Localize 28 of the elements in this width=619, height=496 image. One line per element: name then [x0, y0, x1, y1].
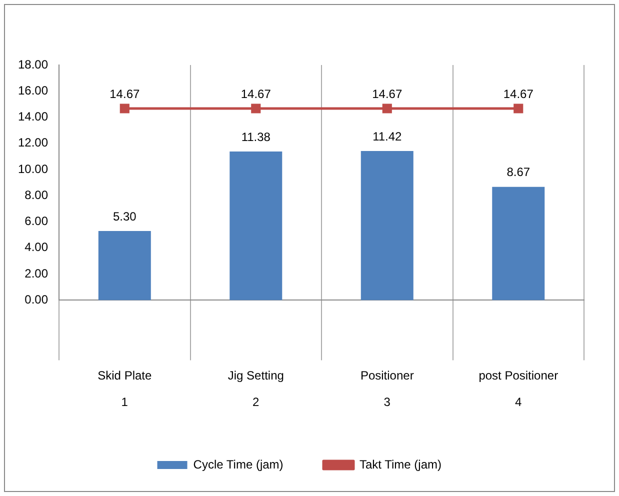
- data-label: 14.67: [240, 86, 272, 101]
- y-tick-label: 0.00: [24, 292, 48, 307]
- data-label: 14.67: [372, 86, 402, 101]
- y-tick-label: 12.00: [18, 136, 48, 150]
- y-tick-label: 8.00: [24, 188, 48, 202]
- x-tick-label: Jig Setting 2: [228, 368, 284, 410]
- data-label: 11.42: [372, 129, 402, 144]
- data-label: 8.67: [506, 165, 530, 180]
- legend-label: Cycle Time (jam): [193, 457, 284, 472]
- y-tick-label: 4.00: [24, 240, 48, 254]
- y-tick-label: 10.00: [18, 162, 48, 176]
- data-label: 11.38: [241, 130, 271, 144]
- legend-label: Takt Time (jam): [360, 457, 442, 472]
- data-label: 5.30: [112, 209, 137, 224]
- bar: [230, 152, 282, 300]
- y-tick-label: 16.00: [18, 83, 48, 98]
- y-tick-label: 6.00: [24, 214, 48, 228]
- y-tick-label: 14.00: [18, 110, 48, 124]
- y-tick-label: 18.00: [18, 57, 48, 72]
- x-tick-label: post Positioner 4: [478, 368, 558, 410]
- bar: [98, 230, 151, 300]
- y-tick-label: 2.00: [24, 266, 48, 280]
- bar: [360, 150, 414, 300]
- data-label: 14.67: [503, 86, 534, 101]
- data-label: 14.67: [110, 86, 140, 101]
- bar: [492, 186, 545, 300]
- x-tick-label: Skid Plate 1: [98, 368, 152, 410]
- x-tick-label: Positioner 3: [360, 368, 414, 410]
